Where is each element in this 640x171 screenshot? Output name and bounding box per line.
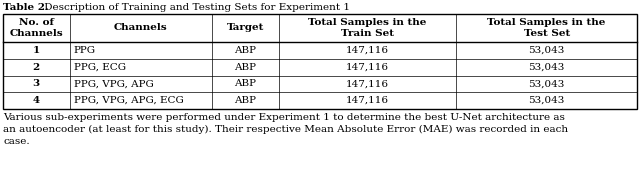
Text: ABP: ABP (234, 79, 257, 88)
Text: case.: case. (3, 137, 29, 146)
Text: ABP: ABP (234, 96, 257, 105)
Text: ABP: ABP (234, 46, 257, 55)
Text: Channels: Channels (114, 23, 168, 32)
Text: Various sub-experiments were performed under Experiment 1 to determine the best : Various sub-experiments were performed u… (3, 113, 565, 122)
Text: PPG: PPG (74, 46, 96, 55)
Text: PPG, VPG, APG: PPG, VPG, APG (74, 79, 154, 88)
Text: 53,043: 53,043 (529, 79, 565, 88)
Text: Description of Training and Testing Sets for Experiment 1: Description of Training and Testing Sets… (41, 3, 350, 12)
Text: PPG, VPG, APG, ECG: PPG, VPG, APG, ECG (74, 96, 184, 105)
Text: Target: Target (227, 23, 264, 32)
Text: 147,116: 147,116 (346, 63, 389, 72)
Text: 53,043: 53,043 (529, 96, 565, 105)
Text: 53,043: 53,043 (529, 46, 565, 55)
Text: 53,043: 53,043 (529, 63, 565, 72)
Text: 4: 4 (33, 96, 40, 105)
Text: 3: 3 (33, 79, 40, 88)
Text: 2: 2 (33, 63, 40, 72)
Text: ABP: ABP (234, 63, 257, 72)
Text: 147,116: 147,116 (346, 46, 389, 55)
Text: No. of
Channels: No. of Channels (10, 18, 63, 38)
Bar (3, 14, 637, 109)
Text: 147,116: 147,116 (346, 79, 389, 88)
Text: 147,116: 147,116 (346, 96, 389, 105)
Text: 1: 1 (33, 46, 40, 55)
Text: Total Samples in the
Test Set: Total Samples in the Test Set (488, 18, 606, 38)
Text: Table 2.: Table 2. (3, 3, 49, 12)
Text: PPG, ECG: PPG, ECG (74, 63, 125, 72)
Text: Total Samples in the
Train Set: Total Samples in the Train Set (308, 18, 427, 38)
Text: an autoencoder (at least for this study). Their respective Mean Absolute Error (: an autoencoder (at least for this study)… (3, 125, 568, 134)
